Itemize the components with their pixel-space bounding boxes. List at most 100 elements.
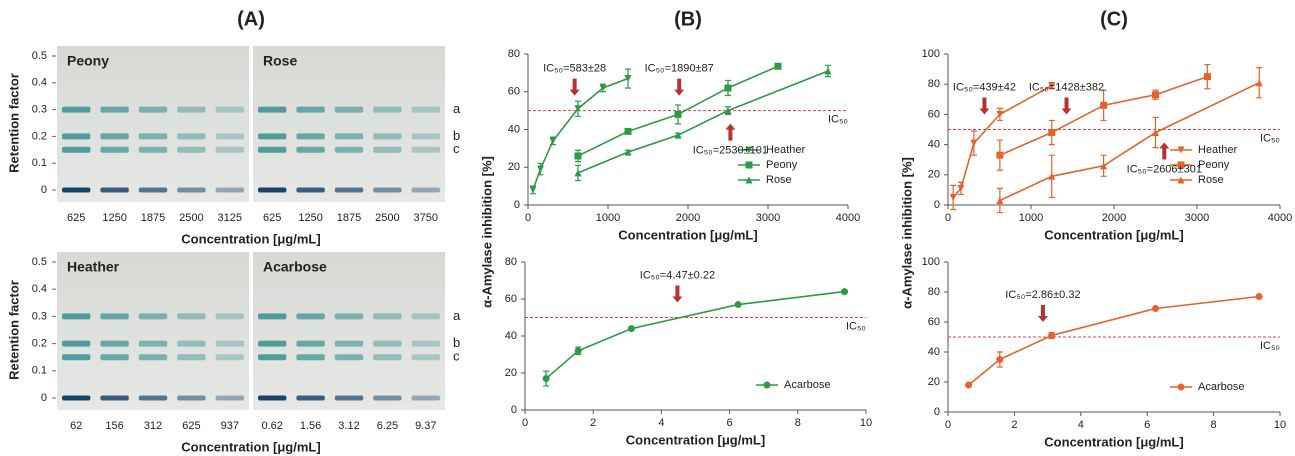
ic50-arrow — [1061, 97, 1072, 115]
x-tick-label: 156 — [105, 420, 123, 432]
tlc-band — [62, 313, 91, 320]
series-line — [968, 295, 1260, 386]
y-tick-label: 60 — [508, 86, 520, 98]
y-tick-label: 80 — [505, 256, 517, 268]
ic50-annotation: IC₅₀=439±42 — [953, 81, 1016, 93]
tlc-band — [373, 146, 402, 153]
x-tick-label: 0 — [525, 212, 531, 224]
tlc-band — [138, 146, 168, 153]
data-point — [1152, 129, 1159, 137]
legend-label: Peony — [766, 159, 798, 171]
ic50-annotation: IC₅₀=4.47±0.22 — [640, 269, 715, 281]
x-tick-label: 9.37 — [415, 420, 436, 432]
legend-label: Rose — [766, 174, 792, 186]
ic50-arrow — [725, 123, 736, 141]
data-point — [1100, 101, 1108, 109]
tlc-band — [334, 313, 364, 320]
tlc-band — [258, 146, 287, 153]
plate-name: Heather — [67, 259, 120, 275]
tlc-band — [373, 340, 402, 347]
y-tick-label: 40 — [928, 139, 940, 151]
y-tick-label: 0.3 — [32, 310, 47, 322]
ic50-annotation: IC₅₀=2.86±0.32 — [1005, 289, 1080, 301]
tlc-band — [411, 313, 440, 320]
ic50-arrow — [979, 97, 990, 115]
tlc-band — [138, 106, 168, 113]
legend-label: Acarbose — [784, 379, 830, 391]
tlc-band — [334, 146, 364, 153]
tlc-origin-band — [258, 395, 287, 401]
ic50-annotation: IC₅₀=1428±382 — [1029, 81, 1104, 93]
x-tick-label: 1875 — [141, 212, 165, 224]
x-tick-label: 4 — [1078, 419, 1084, 431]
data-point — [1152, 305, 1160, 312]
x-axis-label: Concentration [μg/mL] — [1044, 434, 1183, 449]
y-tick-label: 0.4 — [32, 77, 47, 89]
y-tick-label: 0 — [41, 392, 47, 404]
x-tick-label: 3750 — [414, 212, 438, 224]
tlc-band — [100, 340, 129, 347]
ic50-annotation: IC₅₀=583±28 — [543, 63, 606, 75]
data-point — [574, 347, 582, 355]
tlc-band — [373, 133, 402, 140]
tlc-band — [215, 146, 244, 153]
data-point — [1048, 332, 1056, 339]
tlc-band — [258, 354, 287, 361]
y-tick-label: 0.5 — [32, 256, 47, 268]
tlc-band — [334, 340, 364, 347]
x-tick-label: 3.12 — [338, 420, 359, 432]
band-label: a — [453, 308, 461, 323]
y-tick-label: 60 — [505, 293, 517, 305]
tlc-band — [258, 106, 287, 113]
y-tick-label: 40 — [928, 346, 940, 358]
x-tick-label: 0 — [945, 212, 951, 224]
x-tick-label: 3000 — [756, 212, 780, 224]
ic50-annotation: IC₅₀=1890±87 — [645, 63, 714, 75]
tlc-band — [62, 146, 91, 153]
data-point — [824, 67, 832, 75]
tlc-band — [100, 106, 129, 113]
tlc-origin-band — [177, 395, 206, 401]
tlc-band — [411, 146, 440, 153]
data-point — [996, 356, 1004, 363]
y-tick-label: 0.4 — [32, 283, 47, 295]
y-tick-label: 60 — [928, 316, 940, 328]
data-point — [724, 107, 732, 115]
tlc-band — [411, 340, 440, 347]
x-tick-label: 1000 — [596, 212, 620, 224]
tlc-band — [215, 106, 244, 113]
legend-label: Rose — [1198, 174, 1224, 186]
data-point — [674, 131, 682, 139]
tlc-band — [177, 354, 206, 361]
band-label: a — [453, 101, 461, 116]
series-line — [532, 77, 629, 191]
tlc-band — [138, 340, 168, 347]
tlc-plate — [253, 252, 445, 410]
band-label: b — [453, 128, 460, 143]
tlc-band — [138, 133, 168, 140]
x-tick-label: 3000 — [1185, 212, 1209, 224]
y-axis-label: α-Amylase inhibition [%] — [899, 157, 914, 309]
ic50-label: IC₅₀ — [1260, 340, 1280, 352]
tlc-band — [334, 106, 364, 113]
tlc-origin-band — [411, 395, 440, 401]
data-point — [627, 325, 635, 333]
tlc-band — [138, 354, 168, 361]
y-tick-label: 0.3 — [32, 104, 47, 116]
data-point — [724, 84, 732, 92]
tlc-origin-band — [296, 395, 325, 401]
legend-label: Acarbose — [1198, 381, 1244, 393]
y-tick-label: 0 — [934, 199, 940, 211]
band-label: c — [453, 349, 460, 364]
ic50-annotation: IC₅₀=2606±301 — [1127, 163, 1202, 175]
tlc-band — [215, 133, 244, 140]
tlc-origin-band — [258, 187, 287, 193]
x-tick-label: 6 — [1144, 419, 1150, 431]
x-tick-label: 10 — [860, 417, 872, 429]
x-tick-label: 0 — [945, 419, 951, 431]
data-point — [1152, 91, 1159, 99]
tlc-band — [296, 106, 325, 113]
data-point — [542, 375, 550, 383]
tlc-origin-band — [177, 187, 206, 193]
